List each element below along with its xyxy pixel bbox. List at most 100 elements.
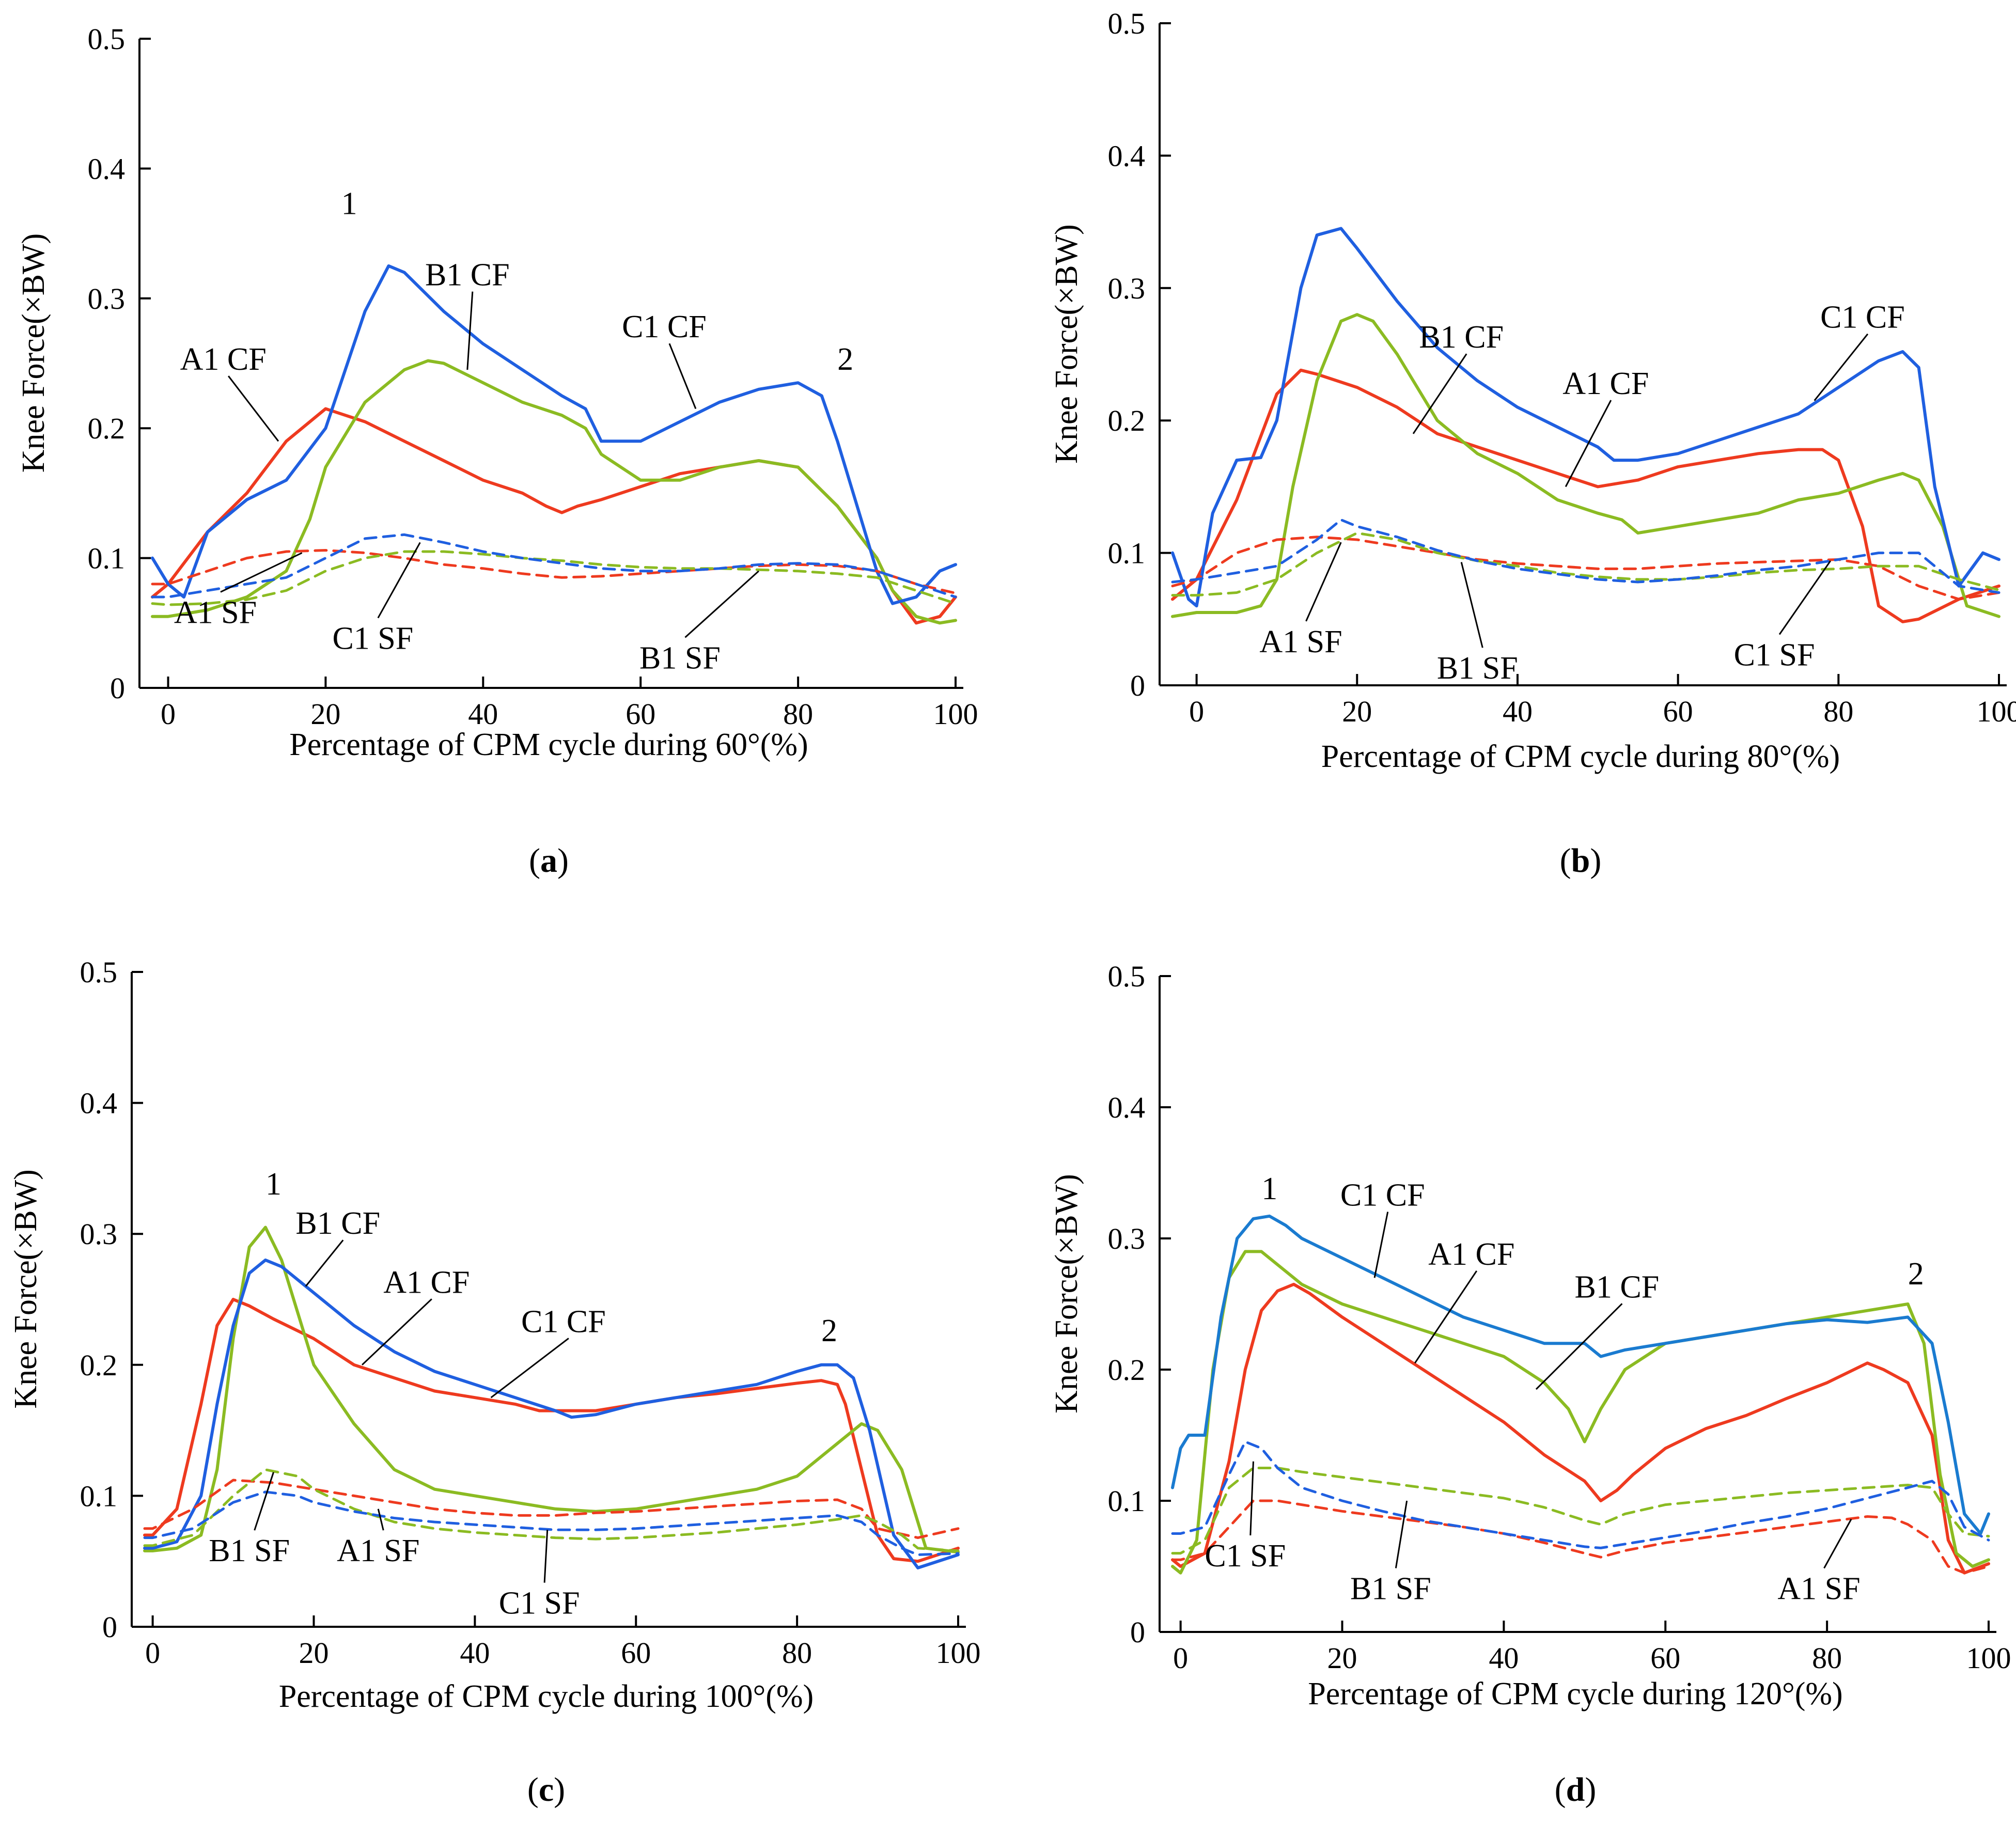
panel-a: 0 0.1 0.2 0.3 0.4 0.5 0 20 40 60 80 100 Percentage o…: [16, 22, 978, 879]
y-tick-label: 0.5: [1108, 960, 1146, 993]
annotation-label: A1 SF: [1777, 1572, 1860, 1607]
panel-label: (d): [1555, 1771, 1597, 1809]
y-tick-label: 0.2: [88, 412, 126, 445]
series-line-b1-sf: [1171, 531, 2001, 597]
y-tick-label: 0.1: [88, 542, 126, 575]
annotation-label: A1 SF: [337, 1533, 419, 1568]
y-tick-label: 0.2: [1108, 1353, 1146, 1387]
panel-label-paren: ): [554, 1771, 565, 1809]
series-line-b1-sf: [151, 550, 957, 606]
annotation-leader: [1535, 1303, 1623, 1390]
annotation-leader: [228, 375, 279, 442]
annotation-leader: [1305, 542, 1342, 622]
y-axis-title: Knee Force(×BW): [16, 233, 51, 473]
annotation-label: A1 SF: [174, 595, 257, 630]
series-line-c1-sf: [151, 533, 957, 599]
annotation-label: A1 CF: [1562, 366, 1649, 401]
y-tick-label: 0.5: [1108, 7, 1146, 40]
panel-label: (b): [1560, 842, 1602, 879]
annotation-leader: [305, 1239, 344, 1287]
y-tick-label: 0.4: [80, 1087, 118, 1120]
series-line-b1-sf: [1171, 1467, 1990, 1555]
x-tick-label: 40: [468, 697, 498, 731]
y-tick-label: 0.3: [80, 1217, 118, 1251]
annotation-label: A1 SF: [1259, 624, 1342, 659]
panel-label-paren: ): [557, 842, 569, 879]
panel-label: (a): [529, 842, 569, 879]
x-tick-label: 40: [1503, 695, 1533, 728]
annotation-leader: [1778, 560, 1832, 635]
annotation-label: C1 CF: [622, 309, 707, 344]
annotation-leader: [543, 1530, 549, 1583]
annotation-label: B1 CF: [295, 1206, 380, 1241]
annotation-leader: [377, 542, 421, 619]
x-tick-label: 0: [145, 1636, 160, 1670]
x-axis-title: Percentage of CPM cycle during 100°(%): [279, 1679, 814, 1714]
series-line-b1-cf: [143, 1226, 960, 1554]
annotation-leader: [466, 291, 474, 370]
series-line-c1-sf: [1171, 519, 2001, 594]
annotation-leader: [490, 1338, 569, 1399]
y-tick-label: 0.3: [1108, 272, 1146, 305]
x-tick-label: 0: [1189, 695, 1204, 728]
x-tick-label: 60: [1650, 1641, 1680, 1675]
x-axis-title: Percentage of CPM cycle during 80°(%): [1321, 739, 1840, 774]
x-tick-label: 20: [1342, 695, 1372, 728]
annotation-label: 1: [265, 1167, 282, 1202]
panel-label: (c): [527, 1771, 565, 1809]
y-tick-label: 0: [1130, 669, 1145, 702]
x-tick-label: 100: [1977, 695, 2016, 728]
y-tick-label: 0.5: [88, 22, 126, 56]
x-tick-label: 80: [1812, 1641, 1842, 1675]
x-tick-label: 0: [1173, 1641, 1188, 1675]
x-tick-label: 20: [1327, 1641, 1357, 1675]
series-line-a1-sf: [151, 549, 957, 594]
annotation-label: 1: [341, 186, 357, 221]
annotation-label: B1 SF: [209, 1533, 290, 1568]
series-line-b1-cf: [151, 359, 957, 625]
x-axis-title: Percentage of CPM cycle during 60°(%): [289, 727, 808, 762]
annotation-label: A1 CF: [180, 342, 267, 377]
panel-label-letter: b: [1571, 842, 1590, 879]
y-tick-label: 0.2: [1108, 404, 1146, 437]
y-tick-label: 0.5: [80, 955, 118, 989]
y-tick-label: 0.4: [1108, 1091, 1146, 1124]
series-line-a1-sf: [1171, 536, 2001, 601]
panel-label-paren: (: [1560, 842, 1571, 879]
annotation-leader: [1395, 1500, 1408, 1568]
annotation-leader: [1249, 1461, 1254, 1536]
x-tick-label: 20: [310, 697, 340, 731]
x-tick-label: 80: [1823, 695, 1853, 728]
y-tick-label: 0.1: [1108, 537, 1146, 570]
series-line-c1-sf: [143, 1490, 960, 1556]
x-tick-label: 100: [1966, 1641, 2011, 1675]
annotation-label: C1 CF: [521, 1304, 606, 1339]
y-tick-label: 0.4: [1108, 139, 1146, 172]
x-tick-label: 60: [621, 1636, 651, 1670]
annotation-label: C1 SF: [1734, 638, 1815, 673]
panel-label-paren: ): [1590, 842, 1601, 879]
series-line-c1-cf: [1171, 1214, 1990, 1535]
annotation-label: 2: [837, 342, 853, 377]
annotation-label: C1 SF: [332, 621, 413, 656]
annotation-leader: [668, 343, 697, 410]
series-line-a1-cf: [143, 1298, 960, 1563]
annotation-label: A1 CF: [383, 1265, 470, 1300]
y-axis-title: Knee Force(×BW): [8, 1169, 43, 1409]
y-tick-label: 0: [110, 671, 125, 705]
series-line-b1-cf: [1171, 313, 2001, 618]
y-tick-label: 0.1: [80, 1479, 118, 1513]
series-line-c1-cf: [151, 264, 957, 605]
series-line-b1-cf: [1171, 1250, 1990, 1575]
annotation-label: B1 SF: [1437, 651, 1518, 686]
x-axis-title: Percentage of CPM cycle during 120°(%): [1308, 1676, 1842, 1711]
series-line-c1-sf: [1171, 1440, 1990, 1549]
annotation-leader: [1814, 333, 1869, 401]
annotation-leader: [1460, 562, 1483, 648]
x-tick-label: 80: [783, 697, 813, 731]
y-tick-label: 0.1: [1108, 1484, 1146, 1518]
series-line-a1-cf: [1171, 1282, 1990, 1575]
panel-d: 0 0.1 0.2 0.3 0.4 0.5 0 20 40 60 80 100 Percentage o…: [1049, 960, 2011, 1809]
annotation-leader: [254, 1472, 274, 1531]
